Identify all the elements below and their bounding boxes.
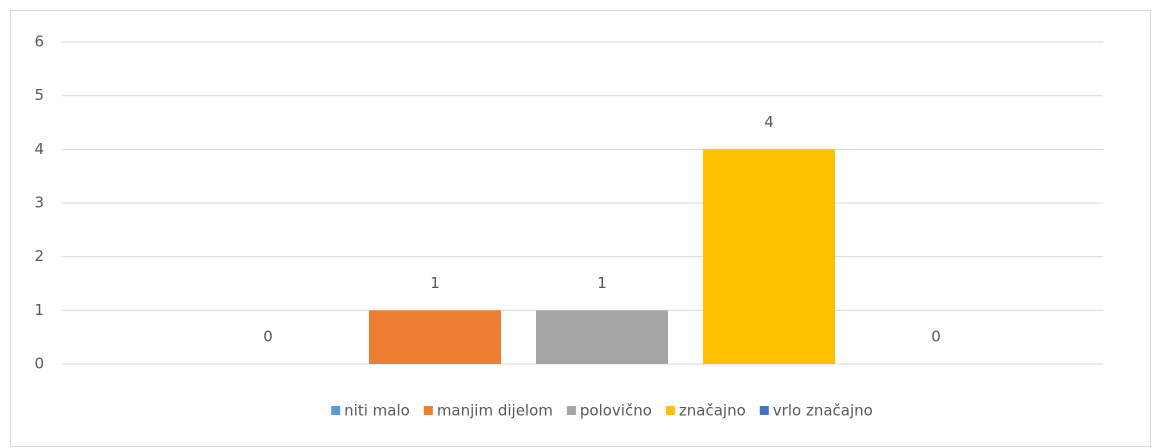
- y-tick-label: 2: [34, 247, 44, 265]
- legend-label: polovično: [580, 402, 652, 420]
- legend-label: niti malo: [344, 402, 410, 420]
- legend-swatch: [665, 406, 675, 415]
- legend-swatch: [423, 406, 433, 415]
- legend-swatch: [566, 406, 576, 415]
- y-tick-label: 3: [34, 194, 44, 212]
- y-tick-label: 4: [34, 140, 44, 158]
- y-tick-label: 0: [34, 355, 44, 373]
- legend-swatch: [759, 406, 769, 415]
- chart-border: [10, 10, 1151, 447]
- data-label: 0: [263, 328, 273, 346]
- legend-label: manjim dijelom: [437, 402, 553, 420]
- legend-label: značajno: [679, 402, 746, 420]
- legend-swatch: [331, 406, 341, 415]
- legend-label: vrlo značajno: [773, 402, 873, 420]
- data-label: 1: [430, 274, 440, 292]
- y-tick-label: 5: [34, 86, 44, 104]
- bar: [536, 310, 668, 364]
- data-label: 1: [597, 274, 607, 292]
- bar: [369, 310, 501, 364]
- y-tick-label: 1: [34, 301, 44, 319]
- data-label: 4: [764, 113, 774, 131]
- y-tick-label: 6: [34, 33, 44, 51]
- bar: [703, 149, 835, 364]
- data-label: 0: [931, 328, 941, 346]
